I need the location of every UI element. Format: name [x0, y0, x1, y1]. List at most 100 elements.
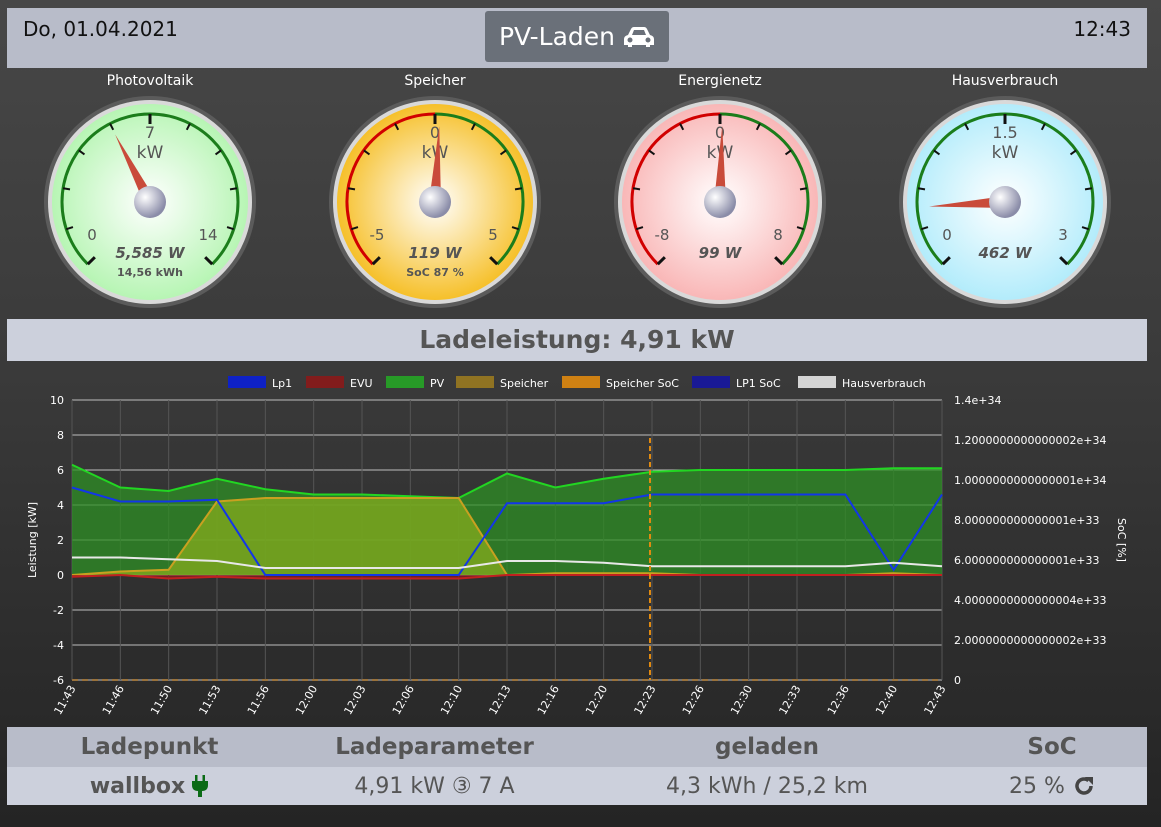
- gauge-tick: [204, 256, 214, 266]
- gauge-tick: [796, 226, 805, 231]
- legend-swatch[interactable]: [386, 376, 424, 388]
- chart-y2tick: 0: [954, 674, 961, 687]
- ladepunkt-name[interactable]: wallbox: [89, 773, 186, 799]
- legend-label[interactable]: LP1 SoC: [736, 377, 781, 390]
- soc-value: 25 %: [1009, 773, 1065, 799]
- table-row[interactable]: wallbox 4,91 kW ③ 7 A 4,3 kWh / 25,2 km …: [7, 767, 1147, 805]
- charge-mode-button[interactable]: PV-Laden: [485, 11, 669, 62]
- gauge-title: Photovoltaik: [106, 73, 194, 89]
- gauge-tick: [62, 187, 71, 191]
- chart-xtick: 12:43: [921, 683, 948, 717]
- chart-xtick: 11:50: [148, 683, 175, 717]
- geladen-cell: 4,3 kWh / 25,2 km: [666, 773, 868, 799]
- gauge-min-label: 0: [87, 226, 97, 244]
- chart-xtick: 12:20: [583, 683, 610, 717]
- gauge-tick: [214, 149, 222, 156]
- series-line-pv: [71, 463, 942, 500]
- gauge-scale-arc: [915, 112, 1095, 266]
- chart-y2tick: 1.0000000000000001e+34: [954, 474, 1106, 487]
- gauge-knob: [704, 186, 736, 218]
- gauge-min-label: 0: [942, 226, 952, 244]
- chart-ytick: -2: [53, 604, 64, 617]
- gauge-mid-label: 1.5: [992, 123, 1017, 142]
- gauge-max-label: 14: [198, 226, 217, 244]
- chart-xtick: 12:13: [486, 683, 513, 717]
- gauge-photovoltaik: Photovoltaik 7 kW 0 14 5,585 W 14,56 kWh: [40, 70, 260, 310]
- refresh-icon[interactable]: [1073, 775, 1095, 797]
- chart-y2tick: 1.4e+34: [954, 394, 1001, 407]
- legend-label[interactable]: Speicher: [500, 377, 549, 390]
- chart-xtick: 12:33: [776, 683, 803, 717]
- gauge-knob: [419, 186, 451, 218]
- gauge-scale-arc: [719, 112, 810, 266]
- chart-ylabel: Leistung [kW]: [26, 502, 39, 578]
- chart-ytick: 0: [57, 569, 64, 582]
- gauge-dial: 0kW -5 5 119 W SoC 87 %: [329, 96, 541, 308]
- legend-swatch[interactable]: [798, 376, 836, 388]
- legend-label[interactable]: Lp1: [272, 377, 292, 390]
- chart-xtick: 12:00: [293, 683, 320, 717]
- gauge-tick: [679, 123, 685, 131]
- gauge-tick: [371, 256, 381, 266]
- gauge-tick: [65, 226, 74, 231]
- gauge-min-label: -5: [370, 226, 385, 244]
- legend-swatch[interactable]: [306, 376, 344, 388]
- gauge-tick: [229, 187, 238, 191]
- chart-y2tick: 2.0000000000000002e+33: [954, 634, 1106, 647]
- gauge-unit: kW: [137, 143, 164, 163]
- chart-xtick: 12:23: [631, 683, 658, 717]
- power-chart[interactable]: 10 8 6 4 2 0 -2 -4 -611:43 11:46 11:50 11:53 11:56 12…: [0, 366, 1161, 726]
- gauge-unit: kW: [422, 143, 449, 163]
- gauge-tick: [109, 123, 115, 131]
- gauge-hausverbrauch: Hausverbrauch 1.5 kW 0 3 462 W: [895, 70, 1115, 310]
- chart-ytick: 4: [57, 499, 64, 512]
- gauge-dial: 1.5kW 0 3 462 W: [899, 96, 1111, 308]
- gauge-needle: [929, 196, 1006, 208]
- series-line-evu: [71, 573, 942, 580]
- series-area-speicher: [72, 498, 942, 575]
- chart-xtick: 11:53: [196, 683, 223, 717]
- gauge-value: 462 W: [977, 244, 1033, 262]
- legend-swatch[interactable]: [456, 376, 494, 388]
- gauge-title: Energienetz: [678, 73, 762, 89]
- gauge-title: Speicher: [404, 73, 466, 89]
- soc-cell[interactable]: 25 %: [957, 767, 1147, 805]
- gauge-knob: [134, 186, 166, 218]
- chart-xtick: 12:26: [680, 683, 707, 717]
- gauge-tick: [226, 226, 235, 231]
- legend-label[interactable]: Hausverbrauch: [842, 377, 926, 390]
- gauge-unit: kW: [992, 143, 1019, 163]
- gauge-tick: [1069, 149, 1077, 156]
- legend-swatch[interactable]: [562, 376, 600, 388]
- gauge-tick: [635, 226, 644, 231]
- legend-label[interactable]: PV: [430, 377, 445, 390]
- ladepunkt-cell[interactable]: wallbox: [7, 767, 292, 805]
- gauge-tick: [784, 149, 792, 156]
- gauge-knob: [989, 186, 1021, 218]
- gauge-needle: [714, 126, 726, 203]
- ladeleistung-title: Ladeleistung: 4,91 kW: [7, 319, 1147, 361]
- chart-y2tick: 6.000000000000001e+33: [954, 554, 1099, 567]
- gauge-tick: [78, 149, 86, 156]
- legend-swatch[interactable]: [692, 376, 730, 388]
- chart-ytick: 6: [57, 464, 64, 477]
- legend-label[interactable]: Speicher SoC: [606, 377, 679, 390]
- charge-mode-label: PV-Laden: [498, 22, 616, 51]
- gauge-scale-arc: [345, 112, 436, 266]
- gauge-mid-label: 0: [715, 123, 725, 142]
- legend-label[interactable]: EVU: [350, 377, 373, 390]
- legend-swatch[interactable]: [228, 376, 266, 388]
- header-soc: SoC: [1027, 734, 1077, 760]
- current-date: Do, 01.04.2021: [23, 17, 178, 41]
- gauge-tick: [964, 123, 970, 131]
- gauge-dial: 7kW 0 14 5,585 W 14,56 kWh: [44, 96, 256, 308]
- chart-xtick: 11:43: [51, 683, 78, 717]
- ladeparameter-cell[interactable]: 4,91 kW ③ 7 A: [354, 773, 515, 799]
- gauge-tick: [1059, 256, 1069, 266]
- gauge-tick: [394, 123, 400, 131]
- gauge-mid-label: 7: [145, 123, 155, 142]
- header-ladeparameter: Ladeparameter: [335, 734, 534, 760]
- gauge-tick: [648, 149, 656, 156]
- gauge-value: 5,585 W: [115, 244, 186, 262]
